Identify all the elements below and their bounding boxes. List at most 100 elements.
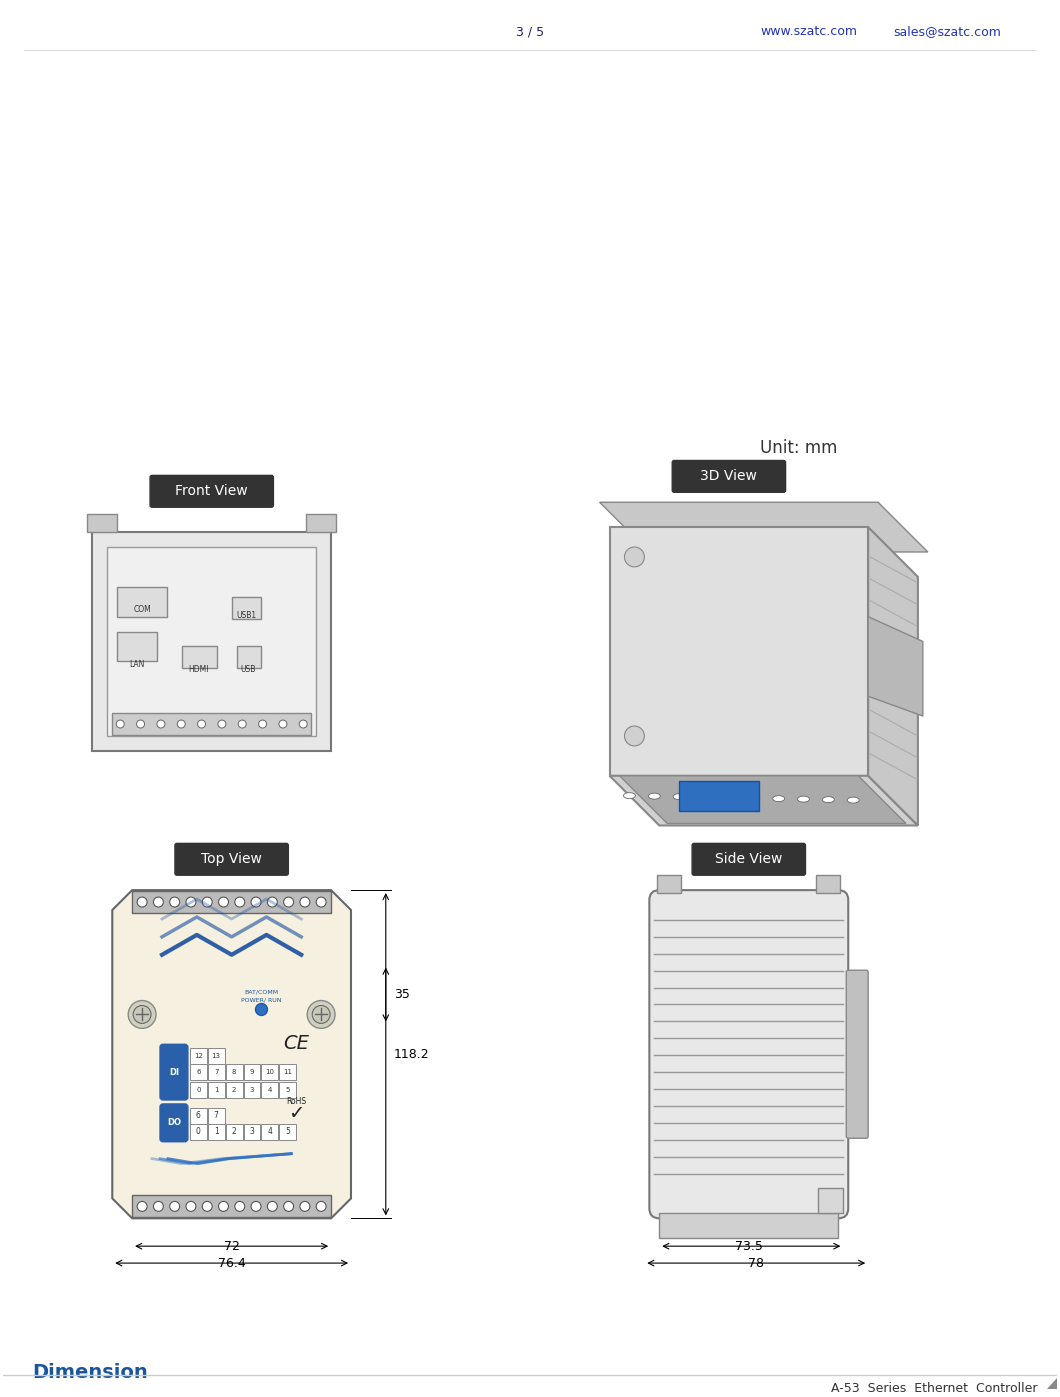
Bar bbox=[280, 1065, 297, 1080]
Bar bbox=[190, 1108, 207, 1123]
Text: 5: 5 bbox=[285, 1127, 290, 1136]
Ellipse shape bbox=[797, 796, 810, 802]
Text: 9: 9 bbox=[250, 1069, 254, 1076]
Circle shape bbox=[300, 897, 310, 907]
Bar bbox=[659, 1214, 838, 1238]
Bar bbox=[190, 1048, 207, 1065]
Circle shape bbox=[279, 719, 287, 728]
Bar bbox=[107, 548, 316, 736]
Polygon shape bbox=[1047, 1379, 1057, 1390]
Circle shape bbox=[284, 897, 294, 907]
Circle shape bbox=[316, 1201, 326, 1211]
FancyBboxPatch shape bbox=[151, 475, 273, 507]
Ellipse shape bbox=[773, 796, 784, 802]
Circle shape bbox=[186, 897, 196, 907]
FancyBboxPatch shape bbox=[160, 1104, 188, 1141]
Text: 1: 1 bbox=[214, 1127, 218, 1136]
Circle shape bbox=[259, 719, 266, 728]
Text: 3D View: 3D View bbox=[701, 469, 757, 483]
FancyBboxPatch shape bbox=[846, 970, 868, 1139]
Bar bbox=[244, 1065, 261, 1080]
Bar bbox=[132, 1196, 331, 1217]
Ellipse shape bbox=[847, 798, 860, 803]
Text: RoHS: RoHS bbox=[286, 1097, 306, 1106]
Text: 4: 4 bbox=[268, 1087, 272, 1092]
Circle shape bbox=[251, 897, 261, 907]
Polygon shape bbox=[610, 775, 918, 826]
Bar bbox=[244, 1083, 261, 1098]
Circle shape bbox=[316, 897, 326, 907]
Text: 78: 78 bbox=[747, 1257, 764, 1270]
FancyBboxPatch shape bbox=[160, 1045, 188, 1099]
Bar bbox=[208, 1083, 225, 1098]
Circle shape bbox=[267, 1201, 278, 1211]
Ellipse shape bbox=[823, 796, 834, 803]
Ellipse shape bbox=[649, 793, 660, 799]
Bar bbox=[280, 1083, 297, 1098]
Circle shape bbox=[218, 1201, 229, 1211]
Circle shape bbox=[218, 719, 226, 728]
Circle shape bbox=[251, 1201, 261, 1211]
Text: Unit: mm: Unit: mm bbox=[760, 439, 837, 457]
Circle shape bbox=[313, 1006, 330, 1024]
Ellipse shape bbox=[673, 793, 685, 799]
Bar bbox=[118, 587, 167, 616]
Ellipse shape bbox=[747, 795, 760, 800]
Circle shape bbox=[170, 897, 179, 907]
Bar bbox=[306, 514, 336, 532]
Bar bbox=[236, 647, 262, 668]
Text: www.szatc.com: www.szatc.com bbox=[760, 25, 856, 38]
Text: DI: DI bbox=[169, 1067, 179, 1077]
Circle shape bbox=[197, 719, 206, 728]
Polygon shape bbox=[600, 503, 928, 552]
Text: USB1: USB1 bbox=[236, 610, 257, 620]
Ellipse shape bbox=[723, 795, 735, 800]
Circle shape bbox=[157, 719, 165, 728]
Circle shape bbox=[117, 719, 124, 728]
Text: COM: COM bbox=[134, 605, 151, 613]
Text: 4: 4 bbox=[267, 1127, 272, 1136]
Text: 10: 10 bbox=[265, 1069, 275, 1076]
Circle shape bbox=[154, 1201, 163, 1211]
Bar bbox=[816, 875, 841, 893]
Text: 1: 1 bbox=[214, 1087, 218, 1092]
Text: 8: 8 bbox=[232, 1069, 236, 1076]
Bar bbox=[280, 1123, 297, 1140]
Bar bbox=[118, 631, 157, 661]
Bar bbox=[262, 1065, 279, 1080]
Circle shape bbox=[235, 897, 245, 907]
Circle shape bbox=[202, 1201, 212, 1211]
Text: LAN: LAN bbox=[129, 661, 145, 669]
Text: CE: CE bbox=[283, 1034, 310, 1053]
Text: 12: 12 bbox=[194, 1053, 202, 1059]
Bar bbox=[208, 1108, 225, 1123]
Circle shape bbox=[284, 1201, 294, 1211]
Bar bbox=[190, 1083, 207, 1098]
Bar bbox=[208, 1048, 225, 1065]
Polygon shape bbox=[112, 890, 351, 1218]
FancyBboxPatch shape bbox=[175, 844, 288, 875]
Text: Dimension: Dimension bbox=[33, 1362, 148, 1382]
Text: DO: DO bbox=[167, 1119, 181, 1127]
Bar bbox=[226, 1065, 243, 1080]
Bar bbox=[208, 1123, 225, 1140]
Circle shape bbox=[235, 1201, 245, 1211]
Text: 72: 72 bbox=[224, 1241, 240, 1253]
Text: ✓: ✓ bbox=[288, 1104, 304, 1123]
Polygon shape bbox=[868, 527, 918, 826]
Bar bbox=[262, 1123, 279, 1140]
Text: 2: 2 bbox=[232, 1087, 236, 1092]
Text: Top View: Top View bbox=[201, 852, 262, 866]
Text: 11: 11 bbox=[283, 1069, 293, 1076]
Text: sales@szatc.com: sales@szatc.com bbox=[894, 25, 1002, 38]
Text: 3 / 5: 3 / 5 bbox=[516, 25, 544, 38]
Circle shape bbox=[307, 1000, 335, 1028]
Bar bbox=[87, 514, 118, 532]
Bar bbox=[190, 1065, 207, 1080]
FancyBboxPatch shape bbox=[650, 890, 848, 1218]
Circle shape bbox=[137, 719, 144, 728]
Bar bbox=[232, 597, 262, 619]
Text: 3: 3 bbox=[250, 1087, 254, 1092]
Circle shape bbox=[137, 1201, 147, 1211]
Text: Front View: Front View bbox=[176, 485, 248, 499]
